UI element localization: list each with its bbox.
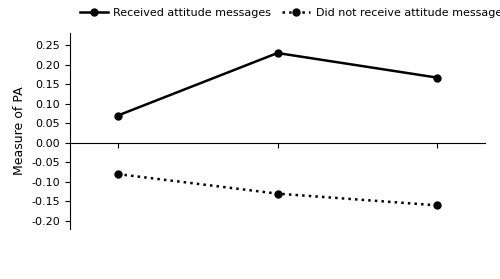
Y-axis label: Measure of PA: Measure of PA — [13, 87, 26, 175]
Legend: Received attitude messages, Did not receive attitude messages: Received attitude messages, Did not rece… — [76, 4, 500, 23]
